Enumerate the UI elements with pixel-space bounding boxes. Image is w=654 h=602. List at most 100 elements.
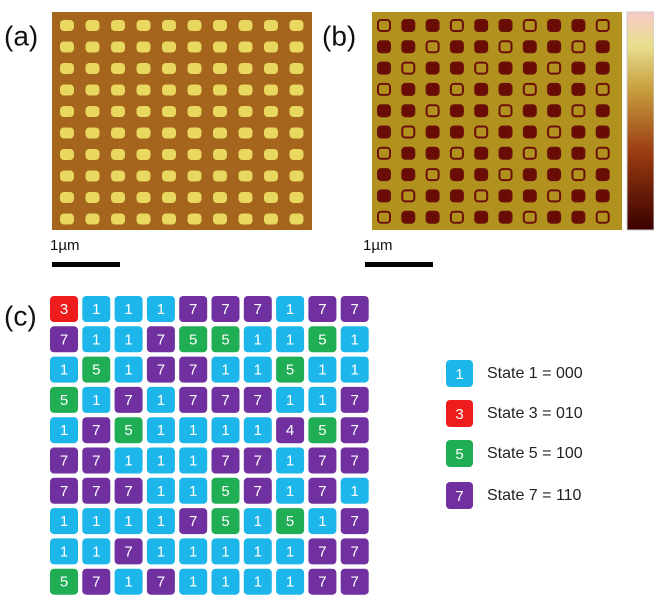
cell-label: 1 <box>286 483 294 500</box>
cell-label: 1 <box>286 452 294 469</box>
dot <box>427 127 439 138</box>
cell-label: 7 <box>92 422 100 439</box>
dot <box>290 192 304 203</box>
dot <box>572 169 584 180</box>
dot <box>239 149 253 160</box>
dot <box>111 192 125 203</box>
dot <box>290 42 304 53</box>
dot <box>524 190 536 201</box>
dot <box>597 63 609 74</box>
dot <box>239 171 253 182</box>
cell-label: 5 <box>124 422 132 439</box>
cell-label: 1 <box>92 301 100 318</box>
dot <box>188 192 202 203</box>
dot <box>137 192 151 203</box>
dot <box>86 106 100 117</box>
dot <box>86 85 100 96</box>
cell-label: 1 <box>254 331 262 348</box>
cell-label: 1 <box>286 301 294 318</box>
dot <box>548 41 560 52</box>
dot <box>524 212 536 223</box>
dot <box>162 63 176 74</box>
dot <box>475 84 487 95</box>
dot <box>264 106 278 117</box>
dot <box>188 214 202 225</box>
cell-label: 1 <box>157 483 165 500</box>
dot <box>188 171 202 182</box>
cell-label: 7 <box>189 301 197 318</box>
cell-label: 5 <box>60 392 68 409</box>
dot <box>162 214 176 225</box>
cell-label: 1 <box>92 543 100 560</box>
dot <box>378 41 390 52</box>
dot <box>524 41 536 52</box>
dot <box>548 105 560 116</box>
dot <box>451 169 463 180</box>
dot <box>402 190 414 201</box>
dot <box>572 41 584 52</box>
dot <box>475 212 487 223</box>
cell-label: 1 <box>157 422 165 439</box>
cell-label: 1 <box>318 362 326 379</box>
cell-label: 7 <box>351 543 359 560</box>
cell-label: 5 <box>221 331 229 348</box>
cell-label: 7 <box>189 362 197 379</box>
dot <box>427 20 439 31</box>
dot <box>402 169 414 180</box>
cell-label: 7 <box>351 301 359 318</box>
dot <box>597 105 609 116</box>
dot <box>451 41 463 52</box>
cell-label: 5 <box>318 331 326 348</box>
cell-label: 3 <box>60 301 68 318</box>
dot <box>137 63 151 74</box>
legend-key: 3 <box>455 406 463 423</box>
dot <box>378 169 390 180</box>
cell-label: 1 <box>60 362 68 379</box>
dot <box>427 148 439 159</box>
dot <box>378 20 390 31</box>
dot <box>524 105 536 116</box>
dot <box>188 42 202 53</box>
cell-label: 1 <box>124 301 132 318</box>
cell-label: 7 <box>351 422 359 439</box>
dot <box>451 105 463 116</box>
dot <box>524 169 536 180</box>
cell-label: 7 <box>254 392 262 409</box>
dot <box>475 105 487 116</box>
dot <box>500 63 512 74</box>
scale-bar <box>365 262 433 267</box>
cell-label: 1 <box>124 331 132 348</box>
legend-key: 5 <box>455 446 463 463</box>
cell-label: 7 <box>351 452 359 469</box>
dot <box>213 171 227 182</box>
dot <box>111 128 125 139</box>
dot <box>427 63 439 74</box>
dot <box>427 169 439 180</box>
cell-label: 1 <box>286 331 294 348</box>
cell-label: 1 <box>221 362 229 379</box>
cell-label: 1 <box>254 362 262 379</box>
dot <box>524 148 536 159</box>
dot <box>162 20 176 31</box>
scale-bar <box>52 262 120 267</box>
cell-label: 1 <box>254 543 262 560</box>
dot <box>239 192 253 203</box>
dot <box>60 42 74 53</box>
dot <box>451 20 463 31</box>
cell-label: 7 <box>92 452 100 469</box>
legend-label: State 7 = 110 <box>487 487 582 504</box>
dot <box>213 20 227 31</box>
dot <box>60 149 74 160</box>
cell-label: 1 <box>157 392 165 409</box>
dot <box>290 214 304 225</box>
dot <box>548 190 560 201</box>
dot <box>239 20 253 31</box>
cell-label: 7 <box>254 452 262 469</box>
dot <box>500 20 512 31</box>
cell-label: 7 <box>157 331 165 348</box>
colorbar <box>627 12 654 230</box>
dot <box>451 127 463 138</box>
dot <box>402 41 414 52</box>
dot <box>111 85 125 96</box>
dot <box>213 149 227 160</box>
